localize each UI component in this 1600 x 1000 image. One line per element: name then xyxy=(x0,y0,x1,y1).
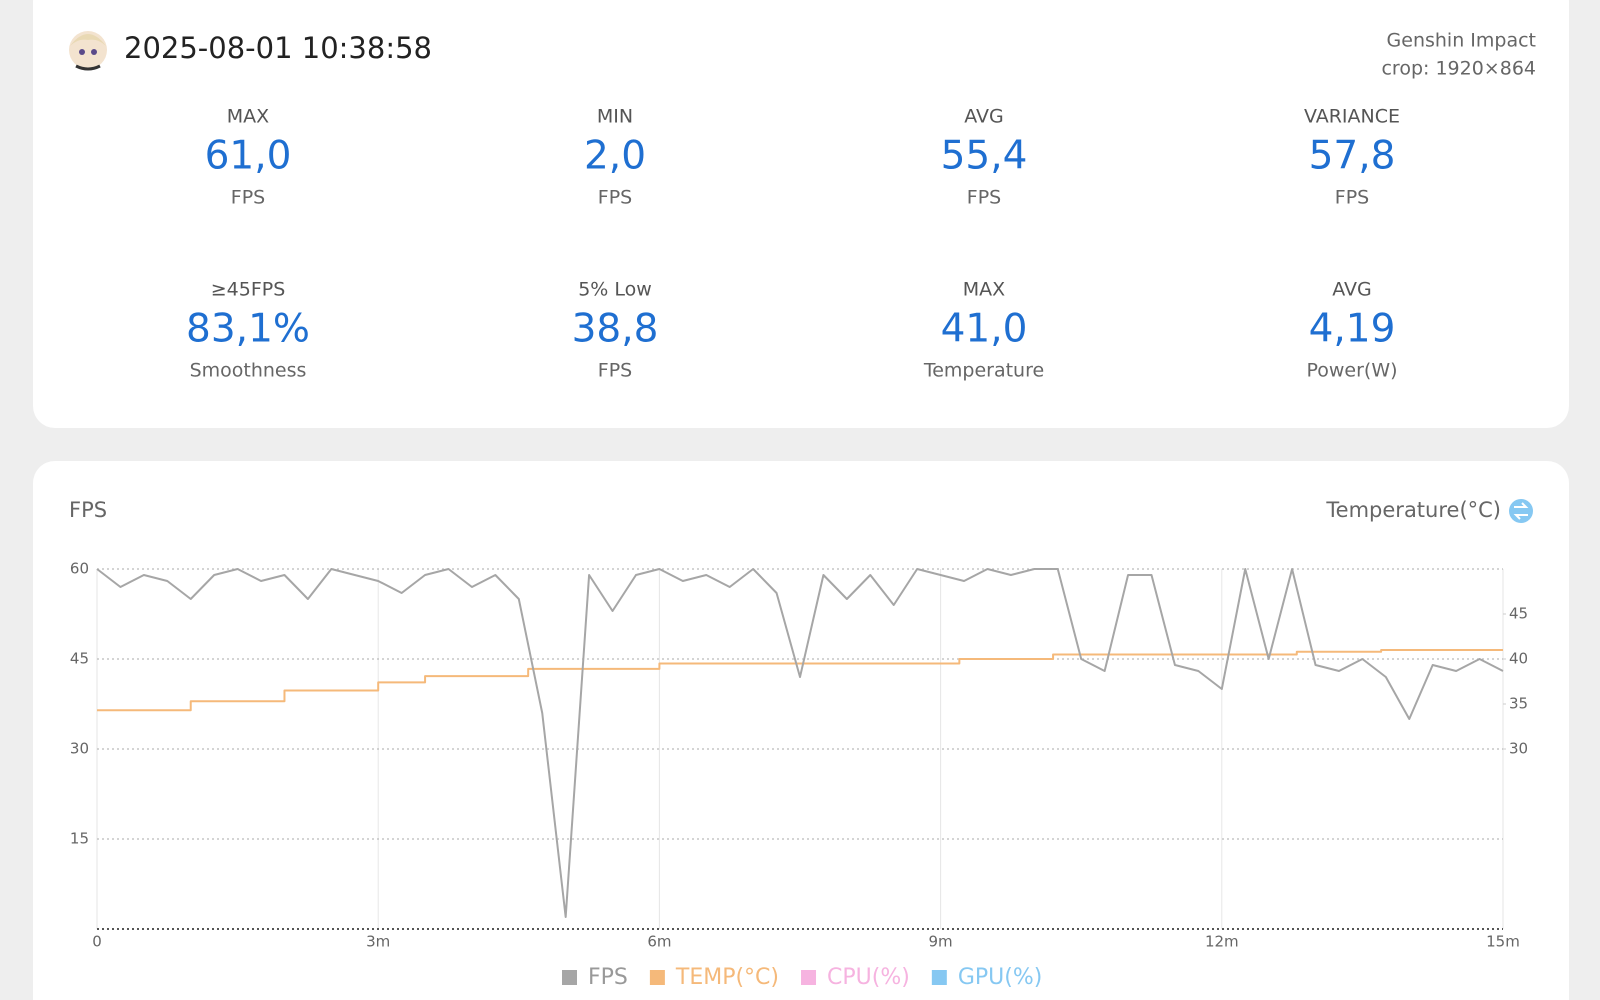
x-tick-label: 9m xyxy=(929,933,953,951)
stat-unit: FPS xyxy=(1335,187,1369,209)
y-tick-label: 45 xyxy=(70,650,89,668)
y-tick-label: 60 xyxy=(70,560,89,578)
stat-label: MAX xyxy=(227,106,269,128)
stat-unit: FPS xyxy=(231,187,265,209)
session-date: 2025-08-01 10:38:58 xyxy=(124,31,432,65)
y2-tick-label: 30 xyxy=(1509,740,1528,758)
stat-label: AVG xyxy=(964,106,1004,128)
stat-label: VARIANCE xyxy=(1304,106,1400,128)
legend-label: TEMP(°C) xyxy=(675,965,779,990)
legend-swatch xyxy=(562,970,577,985)
y-tick-label: 30 xyxy=(70,740,89,758)
y-axis-title: FPS xyxy=(69,498,107,522)
y-tick-label: 15 xyxy=(70,830,89,848)
stat-value: 57,8 xyxy=(1309,134,1396,179)
chart-card xyxy=(33,461,1569,1000)
stat-label: ≥45FPS xyxy=(211,279,286,301)
stat-unit: Temperature xyxy=(923,360,1044,382)
y2-tick-label: 40 xyxy=(1509,650,1528,668)
stat-unit: FPS xyxy=(598,360,632,382)
stat-value: 38,8 xyxy=(572,307,659,352)
legend-label: CPU(%) xyxy=(827,965,910,990)
stat-value: 61,0 xyxy=(205,134,292,179)
stat-label: MAX xyxy=(963,279,1005,301)
series-line xyxy=(97,649,1503,712)
crop-size: crop: 1920×864 xyxy=(1381,58,1536,80)
stat-unit: FPS xyxy=(598,187,632,209)
axis-swap-button[interactable] xyxy=(1509,499,1533,523)
stat-value: 55,4 xyxy=(941,134,1028,179)
stat-unit: Smoothness xyxy=(190,360,307,382)
series-line xyxy=(96,568,1504,918)
stat-unit: Power(W) xyxy=(1306,360,1397,382)
legend-swatch xyxy=(801,970,817,985)
stat-value: 41,0 xyxy=(941,307,1028,352)
x-tick-label: 15m xyxy=(1486,933,1520,951)
legend-label: GPU(%) xyxy=(958,965,1043,990)
x-tick-label: 0 xyxy=(92,933,102,951)
stat-unit: FPS xyxy=(967,187,1001,209)
legend-label: FPS xyxy=(588,965,628,990)
y2-tick-label: 45 xyxy=(1509,605,1528,623)
stat-value: 4,19 xyxy=(1309,307,1396,352)
game-name: Genshin Impact xyxy=(1387,30,1536,52)
x-tick-label: 3m xyxy=(366,933,390,951)
stat-label: MIN xyxy=(597,106,633,128)
x-tick-label: 6m xyxy=(647,933,671,951)
stat-label: 5% Low xyxy=(578,279,652,301)
y2-axis-title: Temperature(°C) xyxy=(1325,498,1501,522)
legend-swatch xyxy=(649,970,665,985)
stat-value: 83,1% xyxy=(186,307,310,352)
stat-label: AVG xyxy=(1332,279,1372,301)
y2-tick-label: 35 xyxy=(1509,695,1528,713)
stat-value: 2,0 xyxy=(584,134,646,179)
summary-card xyxy=(33,0,1569,428)
legend-swatch xyxy=(931,970,947,985)
x-tick-label: 12m xyxy=(1205,933,1239,951)
avatar xyxy=(69,31,107,71)
